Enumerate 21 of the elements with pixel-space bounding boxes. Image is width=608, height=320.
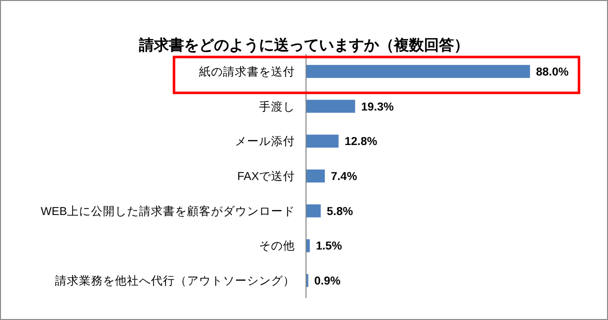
bar [306,134,339,148]
data-label: 7.4% [330,171,358,183]
bar [306,204,321,218]
bar [306,239,310,252]
bar [306,64,530,78]
data-label: 19.3% [361,101,394,114]
data-label: 0.9% [314,276,341,288]
y-tick-label: FAXで送付 [237,170,295,183]
chart-title: 請求書をどのように送っていますか（複数回答） [138,37,469,54]
data-label: 5.8% [326,206,353,218]
data-label: 1.5% [316,240,342,253]
bar [306,170,325,182]
y-tick-label: 手渡し [259,99,295,114]
y-tick-label: その他 [259,240,295,253]
y-tick-label: 紙の請求書を送付 [199,65,295,78]
data-label: 88.0% [536,66,569,78]
y-tick-label: 請求業務を他社へ代行（アウトソーシング） [55,274,295,288]
y-tick-label: メール添付 [235,135,295,148]
data-label: 12.8% [344,136,378,148]
y-tick-label: WEB上に公開した請求書を顧客がダウンロード [40,204,295,218]
bar [306,100,356,113]
